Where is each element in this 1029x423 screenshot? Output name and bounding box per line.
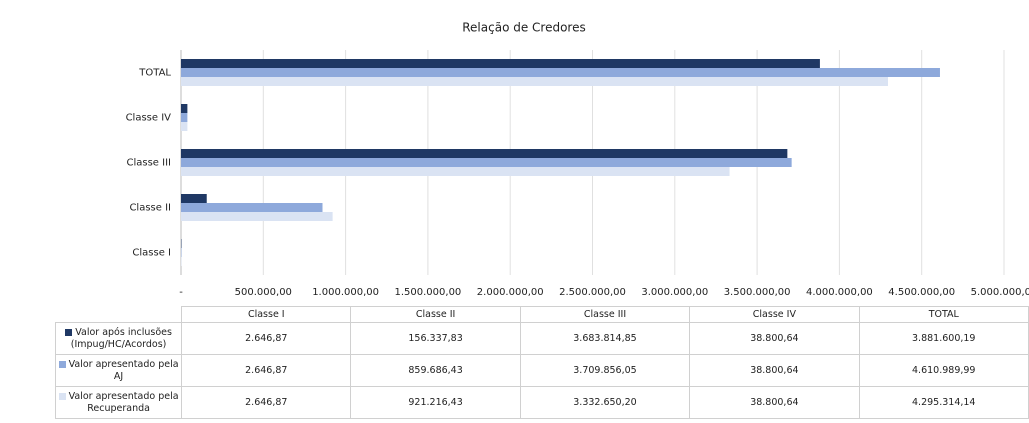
table-value: 3.881.600,19 — [858, 322, 1029, 355]
y-tick-label: Classe II — [129, 203, 171, 214]
x-tick-label: - — [179, 287, 183, 298]
table-header: TOTAL — [858, 306, 1029, 323]
y-tick-label: Classe IV — [126, 113, 172, 124]
table-header: Classe IV — [689, 306, 860, 323]
bar — [181, 77, 889, 86]
table-value: 859.686,43 — [350, 354, 521, 387]
legend-cell: Valor apresentado pela Recuperanda — [54, 386, 183, 419]
bar — [181, 122, 188, 131]
table-header: Classe I — [181, 306, 352, 323]
table-value: 3.332.650,20 — [519, 386, 691, 419]
table-value: 4.295.314,14 — [858, 386, 1029, 419]
x-tick-label: 1.000.000,00 — [312, 287, 379, 298]
table-value: 3.683.814,85 — [519, 322, 691, 355]
legend-cell: Valor apresentado pela AJ — [54, 354, 183, 387]
data-table: Classe I Classe II Classe III Classe IV TOTA… — [54, 306, 1029, 419]
legend-swatch — [58, 360, 66, 368]
legend-swatch — [58, 392, 66, 400]
table-value: 4.610.989,99 — [858, 354, 1029, 387]
bar — [181, 149, 788, 158]
bar — [181, 68, 940, 77]
bar — [181, 212, 333, 221]
x-tick-label: 2.000.000,00 — [477, 287, 544, 298]
legend-swatch — [65, 328, 73, 336]
bar — [181, 113, 188, 122]
legend-label: Valor após inclusões (Impug/HC/Acordos) — [70, 326, 172, 350]
table-value: 3.709.856,05 — [519, 354, 691, 387]
bar — [181, 158, 792, 167]
legend-label: Valor apresentado pela Recuperanda — [68, 390, 179, 414]
table-row: Valor apresentado pela Recuperanda 2.646,… — [54, 386, 1029, 419]
table-value: 38.800,64 — [689, 354, 860, 387]
x-tick-label: 2.500.000,00 — [559, 287, 626, 298]
x-tick-label: 4.000.000,00 — [806, 287, 873, 298]
table-row: Valor apresentado pela AJ 2.646,87 859.686… — [54, 354, 1029, 387]
x-tick-label: 3.500.000,00 — [724, 287, 791, 298]
table-value: 38.800,64 — [689, 386, 860, 419]
bar — [181, 167, 730, 176]
y-tick-label: TOTAL — [138, 68, 171, 79]
bar — [181, 104, 188, 113]
table-value: 2.646,87 — [181, 386, 352, 419]
x-tick-label: 500.000,00 — [235, 287, 292, 298]
x-tick-label: 3.000.000,00 — [641, 287, 708, 298]
y-tick-label: Classe III — [127, 158, 172, 169]
y-tick-label: Classe I — [132, 248, 171, 259]
table-value: 2.646,87 — [181, 322, 352, 355]
table-value: 2.646,87 — [181, 354, 352, 387]
bar — [181, 59, 820, 68]
bar — [181, 194, 207, 203]
table-value: 38.800,64 — [689, 322, 860, 355]
table-corner — [56, 307, 182, 323]
bar — [181, 203, 323, 212]
x-tick-label: 1.500.000,00 — [395, 287, 462, 298]
legend-cell: Valor após inclusões (Impug/HC/Acordos) — [54, 322, 183, 355]
chart-title: Relação de Credores — [462, 21, 586, 35]
legend-label: Valor apresentado pela AJ — [68, 358, 179, 382]
table-header-row: Classe I Classe II Classe III Classe IV TOTA… — [56, 306, 1029, 323]
table-header: Classe II — [350, 306, 521, 323]
x-tick-label: 5.000.000,00 — [971, 287, 1029, 298]
table-row: Valor após inclusões (Impug/HC/Acordos) 2… — [54, 322, 1029, 355]
x-tick-label: 4.500.000,00 — [888, 287, 955, 298]
table-value: 921.216,43 — [350, 386, 521, 419]
chart-svg: Relação de Credores - 500.000,00 1.000.000… — [126, 21, 1029, 299]
table-header: Classe III — [519, 306, 691, 323]
table-value: 156.337,83 — [350, 322, 521, 355]
